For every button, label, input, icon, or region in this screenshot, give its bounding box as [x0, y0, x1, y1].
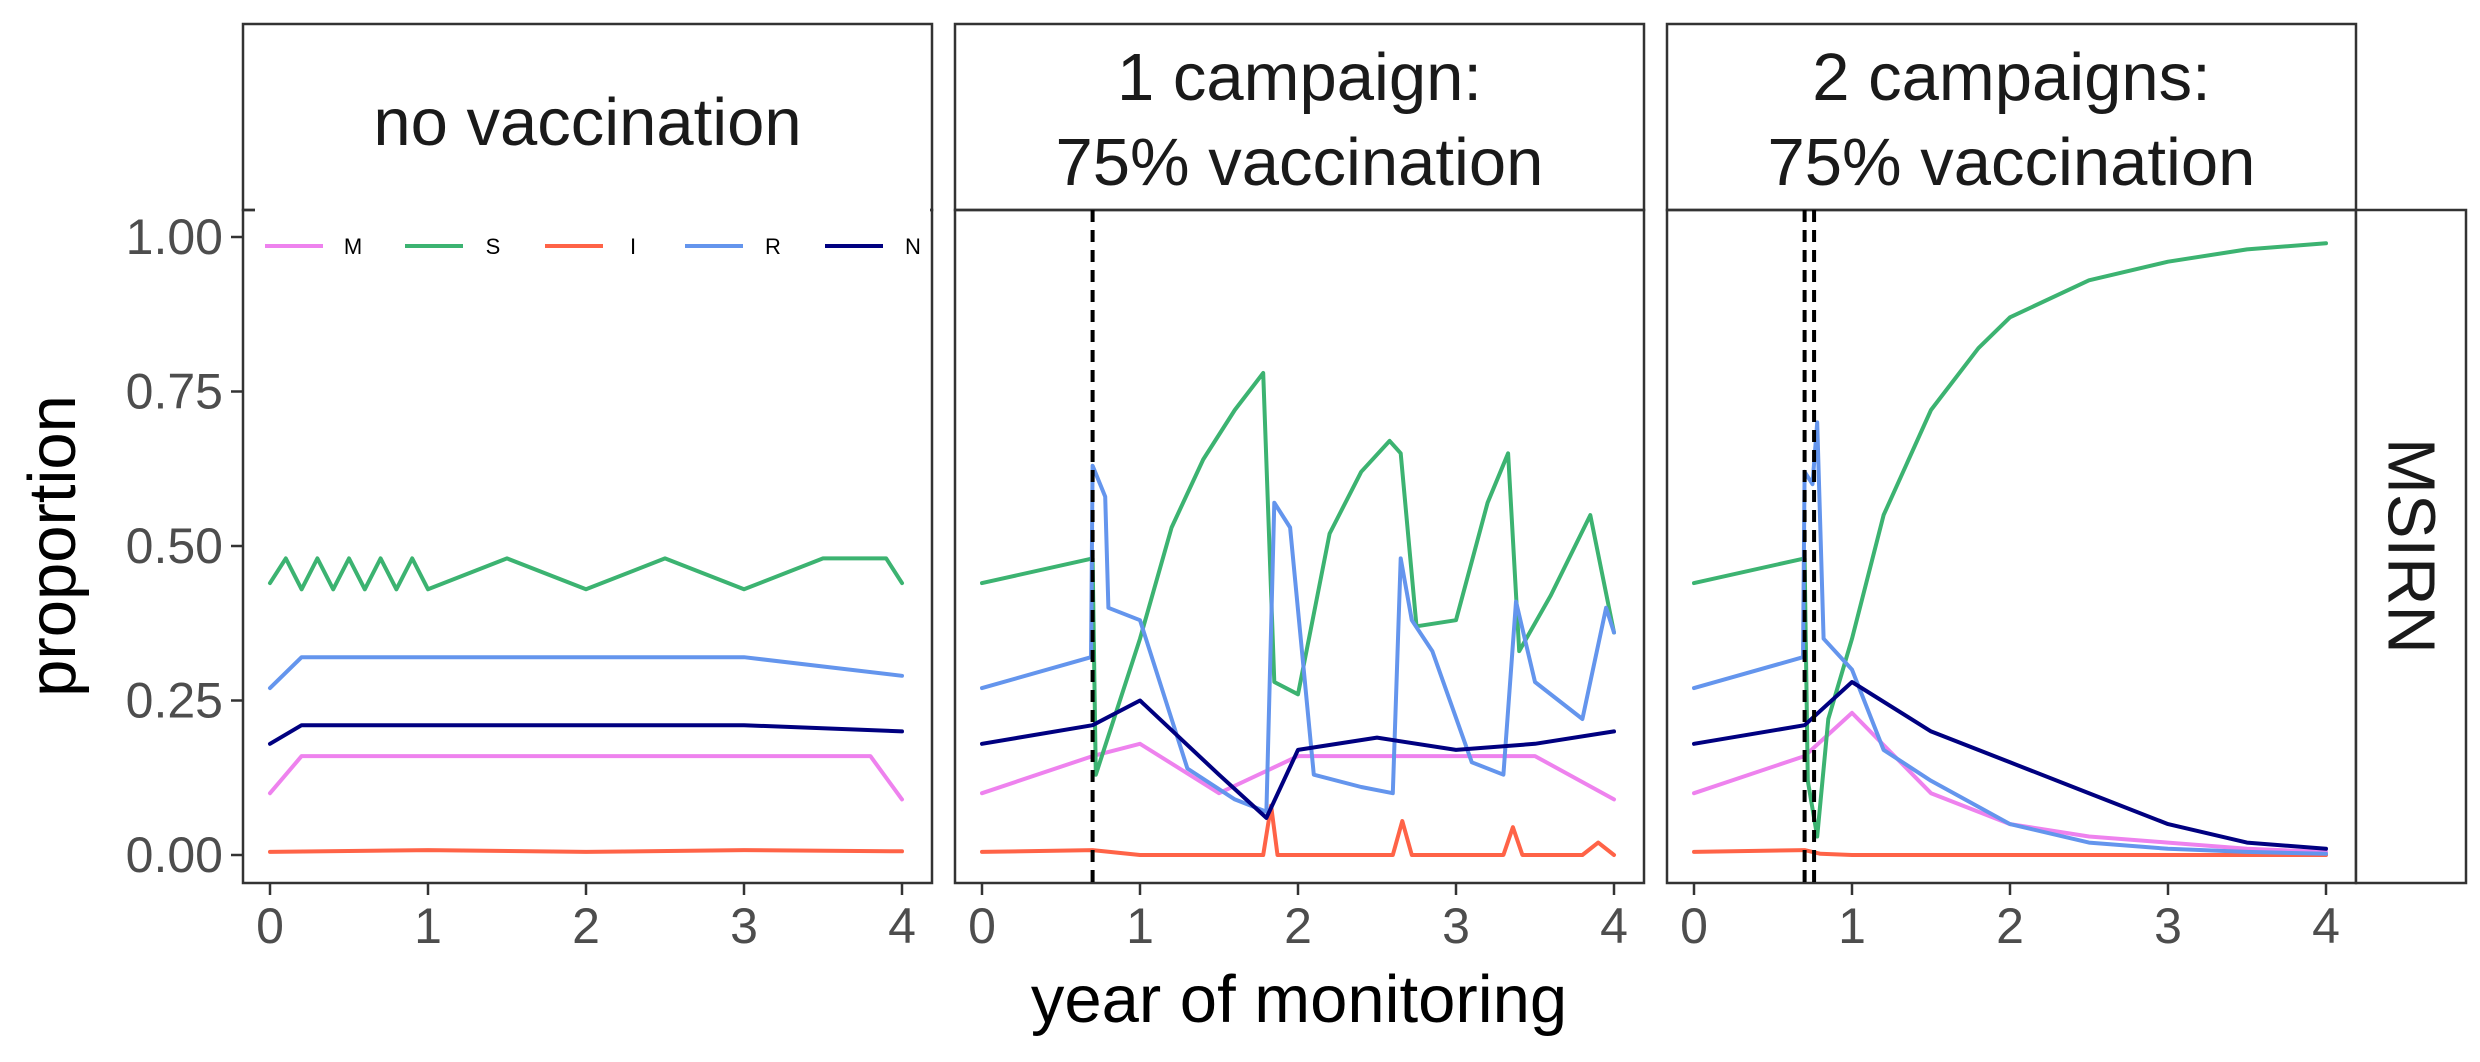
x-axis: 0 1 2 3 4: [1680, 883, 2340, 954]
y-axis: 0.00 0.25 0.50 0.75 1.00: [126, 209, 243, 883]
series-line-S: [1692, 241, 2328, 839]
x-tick-label: 2: [572, 898, 600, 954]
row-strip-box: [2354, 208, 2468, 885]
x-tick-label: 3: [730, 898, 758, 954]
y-tick-label: 0.75: [126, 364, 223, 420]
panel-plot-area: [953, 208, 1646, 885]
series-line-R: [980, 463, 1616, 814]
series-line-R: [268, 655, 904, 691]
legend-label-I: I: [630, 234, 636, 259]
x-tick-label: 0: [968, 898, 996, 954]
panel-series-group: [980, 210, 1616, 883]
series-line-N: [980, 698, 1616, 820]
series-line-S: [268, 556, 904, 592]
panel-strip: [1665, 22, 2358, 212]
y-tick-label: 0.50: [126, 518, 223, 574]
panel-strip: [241, 22, 934, 212]
x-tick-label: 2: [1996, 898, 2024, 954]
panel-strip-label-line-1: 1 campaign:: [1117, 40, 1482, 115]
x-tick-label: 0: [256, 898, 284, 954]
row-strip-label: MSIRN: [2374, 438, 2449, 654]
series-line-S: [980, 371, 1616, 777]
y-tick-label: 1.00: [126, 209, 223, 265]
series-line-M: [268, 754, 904, 802]
series-line-R: [1692, 420, 2328, 856]
x-axis-title: year of monitoring: [1031, 962, 1567, 1037]
panel-plot-area: [241, 208, 934, 885]
panel-strip-label-line-2: 75% vaccination: [1768, 125, 2256, 200]
panel-strip-label: no vaccination: [373, 85, 801, 160]
row-strip: MSIRN: [2354, 208, 2468, 885]
series-line-N: [1692, 680, 2328, 851]
series-line-M: [1692, 710, 2328, 854]
y-tick-label: 0.25: [126, 673, 223, 729]
panel-no-vaccination: no vaccination 0 1 2 3 4: [241, 22, 934, 954]
legend-label-N: N: [905, 234, 921, 259]
legend-label-M: M: [344, 234, 362, 259]
x-tick-label: 4: [2312, 898, 2340, 954]
x-tick-label: 1: [1126, 898, 1154, 954]
legend-label-R: R: [765, 234, 781, 259]
series-line-I: [980, 803, 1616, 857]
panel-series-group: [268, 556, 904, 854]
y-tick-label: 0.00: [126, 827, 223, 883]
x-tick-label: 1: [1838, 898, 1866, 954]
panel-1-campaign: 1 campaign: 75% vaccination 0 1 2 3 4: [953, 22, 1646, 954]
panel-strip-label-line-1: 2 campaigns:: [1812, 40, 2211, 115]
x-tick-label: 2: [1284, 898, 1312, 954]
series-line-M: [980, 741, 1616, 802]
series-line-N: [268, 723, 904, 746]
x-tick-label: 4: [888, 898, 916, 954]
x-tick-label: 4: [1600, 898, 1628, 954]
x-tick-label: 3: [2154, 898, 2182, 954]
panel-2-campaigns: 2 campaigns: 75% vaccination 0 1 2 3 4: [1665, 22, 2358, 954]
panel-strip-label-line-2: 75% vaccination: [1056, 125, 1544, 200]
panel-series-group: [1692, 210, 2328, 883]
legend-label-S: S: [486, 234, 501, 259]
x-axis: 0 1 2 3 4: [968, 883, 1628, 954]
y-axis-title: proportion: [15, 395, 90, 697]
series-line-I: [268, 848, 904, 854]
panel-plot-area: [1665, 208, 2358, 885]
x-tick-label: 1: [414, 898, 442, 954]
x-axis: 0 1 2 3 4: [256, 883, 916, 954]
x-tick-label: 3: [1442, 898, 1470, 954]
x-tick-label: 0: [1680, 898, 1708, 954]
